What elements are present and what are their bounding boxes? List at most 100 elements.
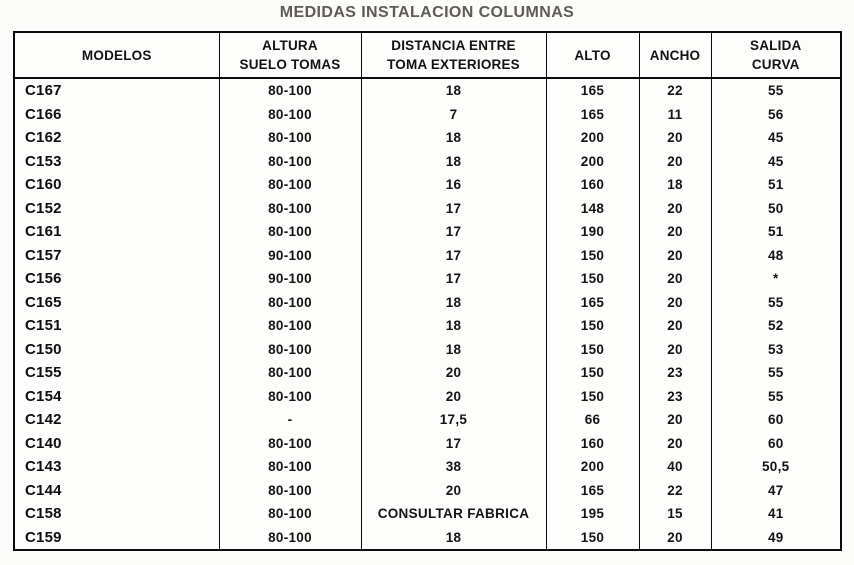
value-cell-altura: 80-100 bbox=[218, 78, 361, 103]
value-cell-salida: 55 bbox=[710, 290, 841, 314]
value-cell-salida: 55 bbox=[710, 361, 841, 385]
value-cell-alto: 160 bbox=[545, 431, 639, 455]
value-cell-salida: 60 bbox=[710, 408, 841, 432]
value-cell-ancho: 20 bbox=[638, 431, 711, 455]
value-cell-salida: 51 bbox=[710, 173, 841, 197]
table-row-c151: C151 80-100 18 150 20 52 bbox=[14, 314, 841, 338]
value-cell-altura: 80-100 bbox=[218, 102, 361, 126]
table-row-c154: C154 80-100 20 150 23 55 bbox=[14, 384, 841, 408]
value-cell-ancho: 23 bbox=[638, 361, 711, 385]
model-cell: C157 bbox=[25, 246, 62, 264]
value-cell-ancho: 20 bbox=[638, 290, 711, 314]
column-header-ancho-line: ANCHO bbox=[649, 47, 701, 63]
value-cell-altura: 90-100 bbox=[218, 267, 361, 291]
value-cell-distancia: 17,5 bbox=[360, 408, 546, 432]
value-cell-distancia: CONSULTAR FABRICA bbox=[360, 502, 546, 526]
table-row-c159: C159 80-100 18 150 20 49 bbox=[14, 525, 841, 550]
value-cell-ancho: 15 bbox=[638, 502, 711, 526]
model-cell: C152 bbox=[25, 199, 62, 217]
value-cell-alto: 150 bbox=[545, 384, 639, 408]
value-cell-altura: 80-100 bbox=[218, 455, 361, 479]
page-title: MEDIDAS INSTALACION COLUMNAS bbox=[279, 4, 575, 21]
value-cell-altura: 80-100 bbox=[218, 290, 361, 314]
table-body: C167 80-100 18 165 22 55 C166 80-100 7 165 11 56 C16… bbox=[14, 78, 841, 550]
value-cell-altura: 80-100 bbox=[218, 126, 361, 150]
model-cell: C142 bbox=[25, 411, 62, 429]
value-cell-distancia: 17 bbox=[360, 431, 546, 455]
value-cell-salida: 48 bbox=[710, 243, 841, 267]
column-header-distancia: DISTANCIA ENTRE TOMA EXTERIORES bbox=[360, 32, 546, 79]
value-cell-salida: 60 bbox=[710, 431, 841, 455]
table-row-c162: C162 80-100 18 200 20 45 bbox=[14, 126, 841, 150]
value-cell-alto: 200 bbox=[545, 455, 639, 479]
value-cell-distancia: 17 bbox=[360, 220, 546, 244]
model-cell: C159 bbox=[25, 528, 62, 546]
table-row-c160: C160 80-100 16 160 18 51 bbox=[14, 173, 841, 197]
value-cell-salida: 50 bbox=[710, 196, 841, 220]
column-header-salida-line: CURVA bbox=[751, 57, 800, 72]
value-cell-distancia: 17 bbox=[360, 243, 546, 267]
value-cell-ancho: 20 bbox=[638, 220, 711, 244]
model-cell: C144 bbox=[25, 481, 62, 499]
column-header-salida: SALIDA CURVA bbox=[710, 32, 841, 79]
model-cell: C143 bbox=[25, 458, 62, 476]
model-cell: C166 bbox=[25, 105, 62, 123]
table-row-c144: C144 80-100 20 165 22 47 bbox=[14, 478, 841, 502]
value-cell-ancho: 20 bbox=[638, 525, 711, 550]
value-cell-ancho: 22 bbox=[638, 478, 711, 502]
value-cell-salida: 53 bbox=[710, 337, 841, 361]
value-cell-alto: 195 bbox=[545, 502, 639, 526]
value-cell-distancia: 18 bbox=[360, 314, 546, 338]
model-cell: C155 bbox=[25, 364, 62, 382]
value-cell-alto: 165 bbox=[545, 78, 639, 103]
value-cell-altura: - bbox=[218, 408, 361, 432]
value-cell-altura: 90-100 bbox=[218, 243, 361, 267]
value-cell-ancho: 20 bbox=[638, 337, 711, 361]
model-cell: C161 bbox=[25, 223, 62, 241]
value-cell-salida: 41 bbox=[710, 502, 841, 526]
value-cell-alto: 150 bbox=[545, 361, 639, 385]
table-row-c152: C152 80-100 17 148 20 50 bbox=[14, 196, 841, 220]
model-cell: C162 bbox=[25, 129, 62, 147]
value-cell-distancia: 18 bbox=[360, 290, 546, 314]
value-cell-alto: 148 bbox=[545, 196, 639, 220]
value-cell-alto: 66 bbox=[545, 408, 639, 432]
value-cell-salida: 45 bbox=[710, 126, 841, 150]
table-row-c167: C167 80-100 18 165 22 55 bbox=[14, 78, 841, 103]
value-cell-distancia: 7 bbox=[360, 102, 546, 126]
value-cell-ancho: 20 bbox=[638, 408, 711, 432]
column-header-modelos: MODELOS bbox=[14, 32, 219, 79]
value-cell-altura: 80-100 bbox=[218, 478, 361, 502]
value-cell-altura: 80-100 bbox=[218, 220, 361, 244]
value-cell-ancho: 20 bbox=[638, 267, 711, 291]
column-header-alto-line: ALTO bbox=[574, 47, 611, 63]
table-row-c157: C157 90-100 17 150 20 48 bbox=[14, 243, 841, 267]
value-cell-salida: 50,5 bbox=[710, 455, 841, 479]
value-cell-altura: 80-100 bbox=[218, 196, 361, 220]
model-cell: C160 bbox=[25, 176, 62, 194]
value-cell-distancia: 17 bbox=[360, 196, 546, 220]
value-cell-altura: 80-100 bbox=[218, 502, 361, 526]
table-row-c166: C166 80-100 7 165 11 56 bbox=[14, 102, 841, 126]
column-header-altura: ALTURA SUELO TOMAS bbox=[218, 32, 361, 79]
value-cell-ancho: 20 bbox=[638, 314, 711, 338]
table-row-c155: C155 80-100 20 150 23 55 bbox=[14, 361, 841, 385]
value-cell-altura: 80-100 bbox=[218, 173, 361, 197]
table-row-c140: C140 80-100 17 160 20 60 bbox=[14, 431, 841, 455]
value-cell-altura: 80-100 bbox=[218, 431, 361, 455]
value-cell-alto: 150 bbox=[545, 337, 639, 361]
value-cell-ancho: 20 bbox=[638, 149, 711, 173]
model-cell: C167 bbox=[25, 82, 62, 100]
model-cell: C154 bbox=[25, 387, 62, 405]
value-cell-altura: 80-100 bbox=[218, 337, 361, 361]
column-header-altura-line: SUELO TOMAS bbox=[239, 57, 341, 72]
value-cell-ancho: 11 bbox=[638, 102, 711, 126]
value-cell-salida: 52 bbox=[710, 314, 841, 338]
value-cell-distancia: 38 bbox=[360, 455, 546, 479]
model-cell: C151 bbox=[25, 317, 62, 335]
value-cell-salida: 55 bbox=[710, 384, 841, 408]
value-cell-distancia: 17 bbox=[360, 267, 546, 291]
value-cell-alto: 200 bbox=[545, 126, 639, 150]
column-header-alto: ALTO bbox=[545, 32, 639, 79]
value-cell-distancia: 20 bbox=[360, 478, 546, 502]
